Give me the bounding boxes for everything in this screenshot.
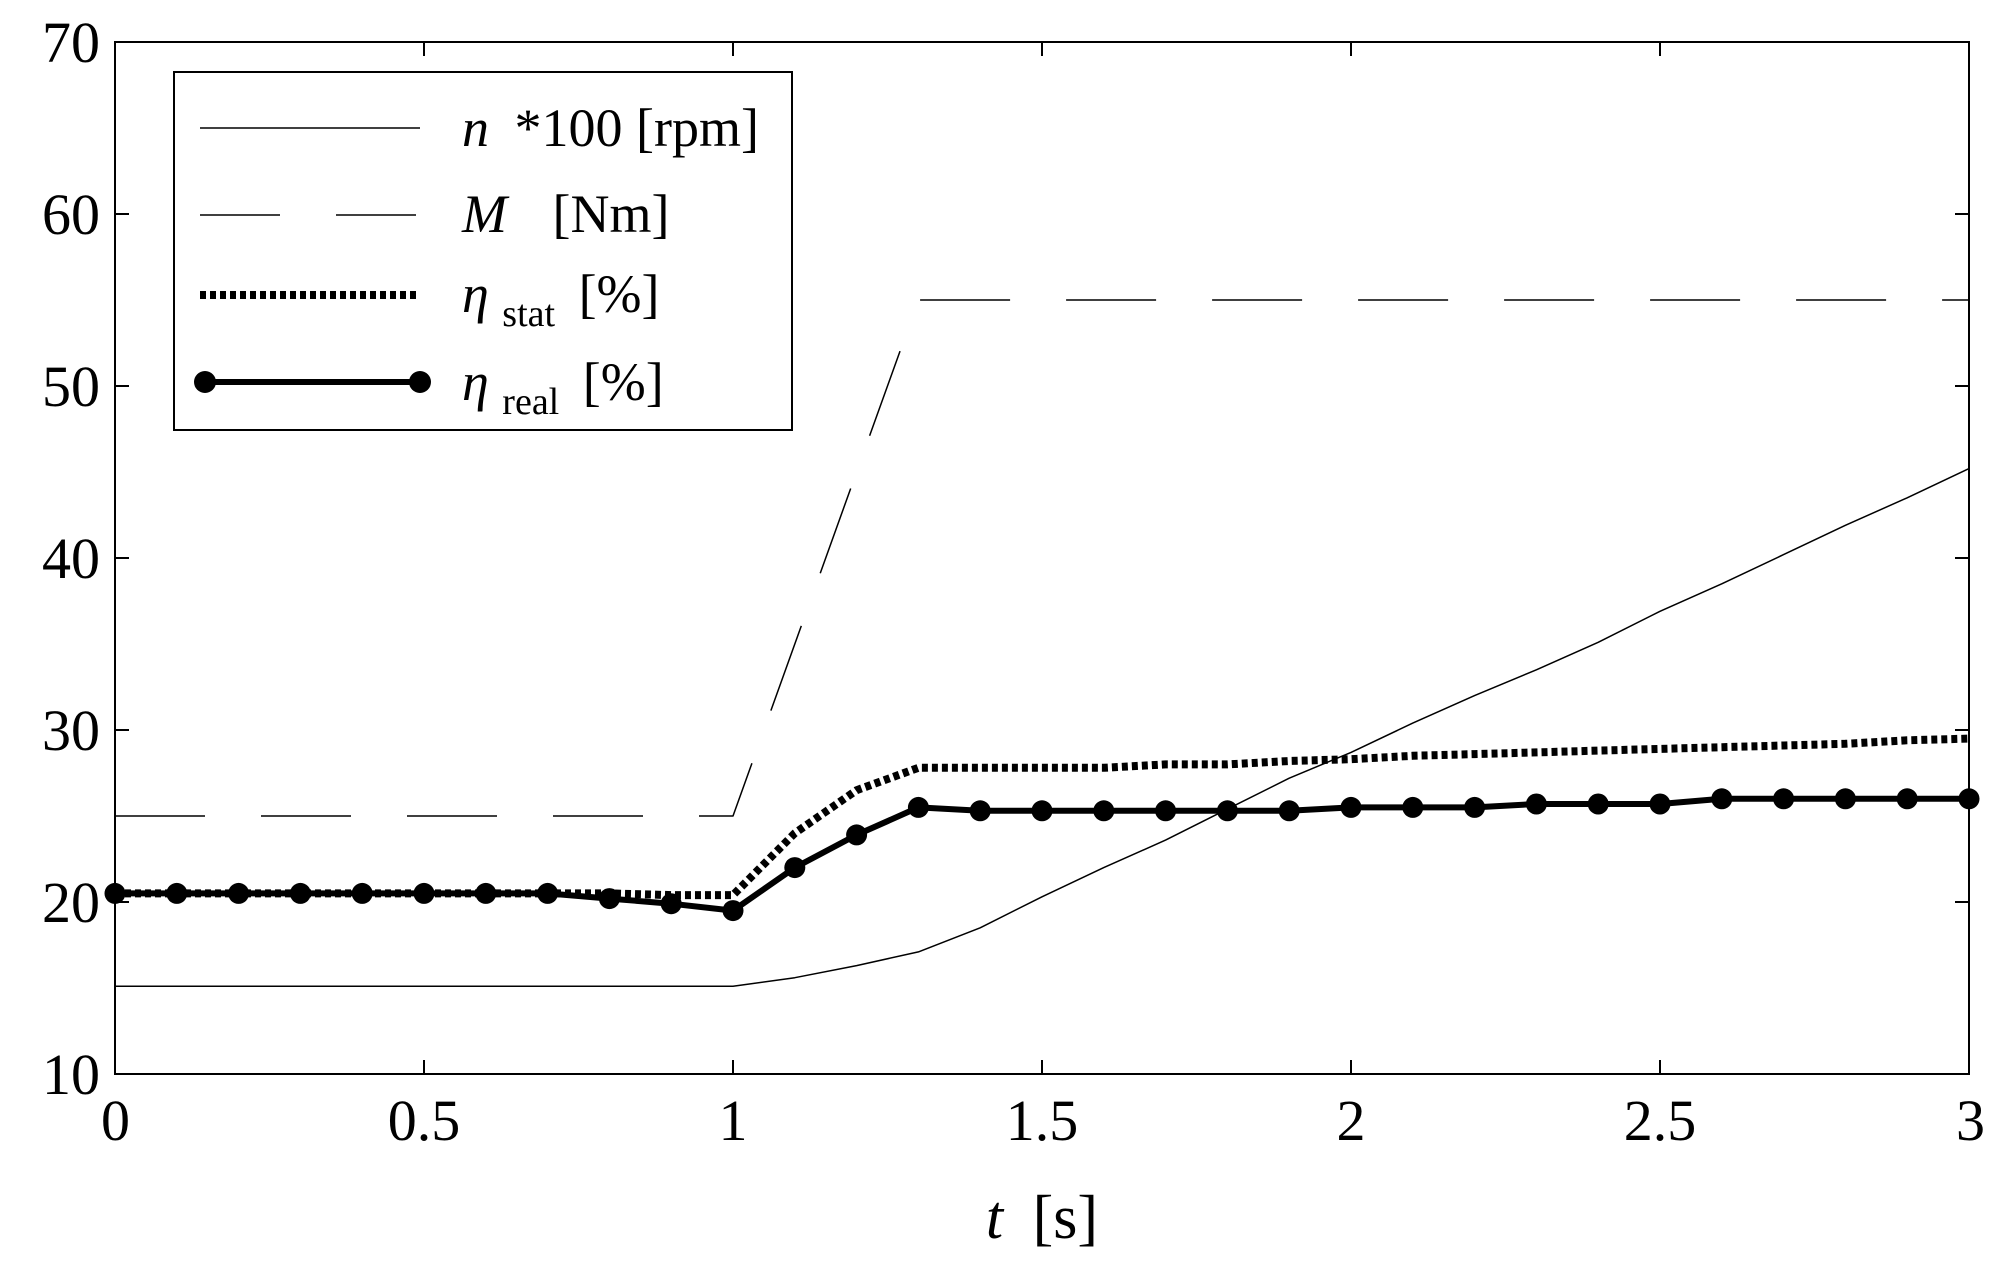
data-point: [289, 882, 311, 904]
data-point: [104, 882, 126, 904]
data-point: [598, 888, 620, 910]
data-point: [1711, 788, 1733, 810]
x-tick-label: 2: [1337, 1088, 1366, 1153]
legend-entry-eta-stat: η stat [%]: [462, 264, 660, 338]
data-point: [846, 824, 868, 846]
data-point: [1896, 788, 1918, 810]
data-point: [1525, 793, 1547, 815]
data-point: [1402, 796, 1424, 818]
legend-entry-n: n *100 [rpm]: [462, 98, 759, 158]
data-point: [1773, 788, 1795, 810]
legend-marker-eta-real-end: [409, 371, 431, 393]
data-point: [1278, 800, 1300, 822]
series-line-2: [115, 734, 1970, 900]
y-tick-label: 10: [42, 1042, 100, 1107]
legend-box: [173, 71, 793, 431]
legend-entry-eta-real: η real [%]: [462, 352, 664, 426]
data-point: [413, 882, 435, 904]
y-tick-label: 50: [42, 354, 100, 419]
data-point: [1216, 800, 1238, 822]
data-point: [907, 796, 929, 818]
data-point: [1587, 793, 1609, 815]
svg-text:t [s]: t [s]: [986, 1184, 1098, 1252]
y-tick-label: 30: [42, 698, 100, 763]
y-tick-label: 20: [42, 870, 100, 935]
data-point: [1031, 800, 1053, 822]
data-point: [228, 882, 250, 904]
x-tick-label: 1: [719, 1088, 748, 1153]
x-tick-label: 0: [101, 1088, 130, 1153]
data-point: [1093, 800, 1115, 822]
y-tick-label: 40: [42, 526, 100, 591]
data-point: [969, 800, 991, 822]
series-line-1: [115, 299, 1969, 817]
x-tick-label: 1.5: [1006, 1088, 1079, 1153]
tick-layer: 0 0.5 1 1.5 2 2.5 3 10 20 30 40 50 60 70: [42, 10, 1985, 1153]
x-axis-title: t [s]: [986, 1184, 1098, 1252]
series-layer: [104, 299, 1980, 988]
data-point: [1340, 796, 1362, 818]
data-point: [1649, 793, 1671, 815]
y-tick-label: 70: [42, 10, 100, 75]
data-point: [784, 857, 806, 879]
legend-marker-eta-real-start: [194, 371, 216, 393]
x-axis-unit: [s]: [1033, 1184, 1098, 1252]
data-point: [1834, 788, 1856, 810]
data-point: [166, 882, 188, 904]
data-point: [351, 882, 373, 904]
data-point: [660, 893, 682, 915]
x-tick-label: 2.5: [1624, 1088, 1697, 1153]
x-tick-label: 0.5: [388, 1088, 461, 1153]
legend-entry-m: M [Nm]: [461, 184, 669, 244]
data-point: [1958, 788, 1980, 810]
legend: n *100 [rpm] M [Nm] η stat [%] η real [%…: [173, 71, 793, 431]
x-axis-var: t: [986, 1184, 1005, 1252]
series-line-0: [115, 467, 1970, 988]
data-point: [722, 900, 744, 922]
data-point: [1155, 800, 1177, 822]
y-tick-label: 60: [42, 182, 100, 247]
data-point: [537, 882, 559, 904]
data-point: [1464, 796, 1486, 818]
x-tick-label: 3: [1956, 1088, 1985, 1153]
data-point: [475, 882, 497, 904]
